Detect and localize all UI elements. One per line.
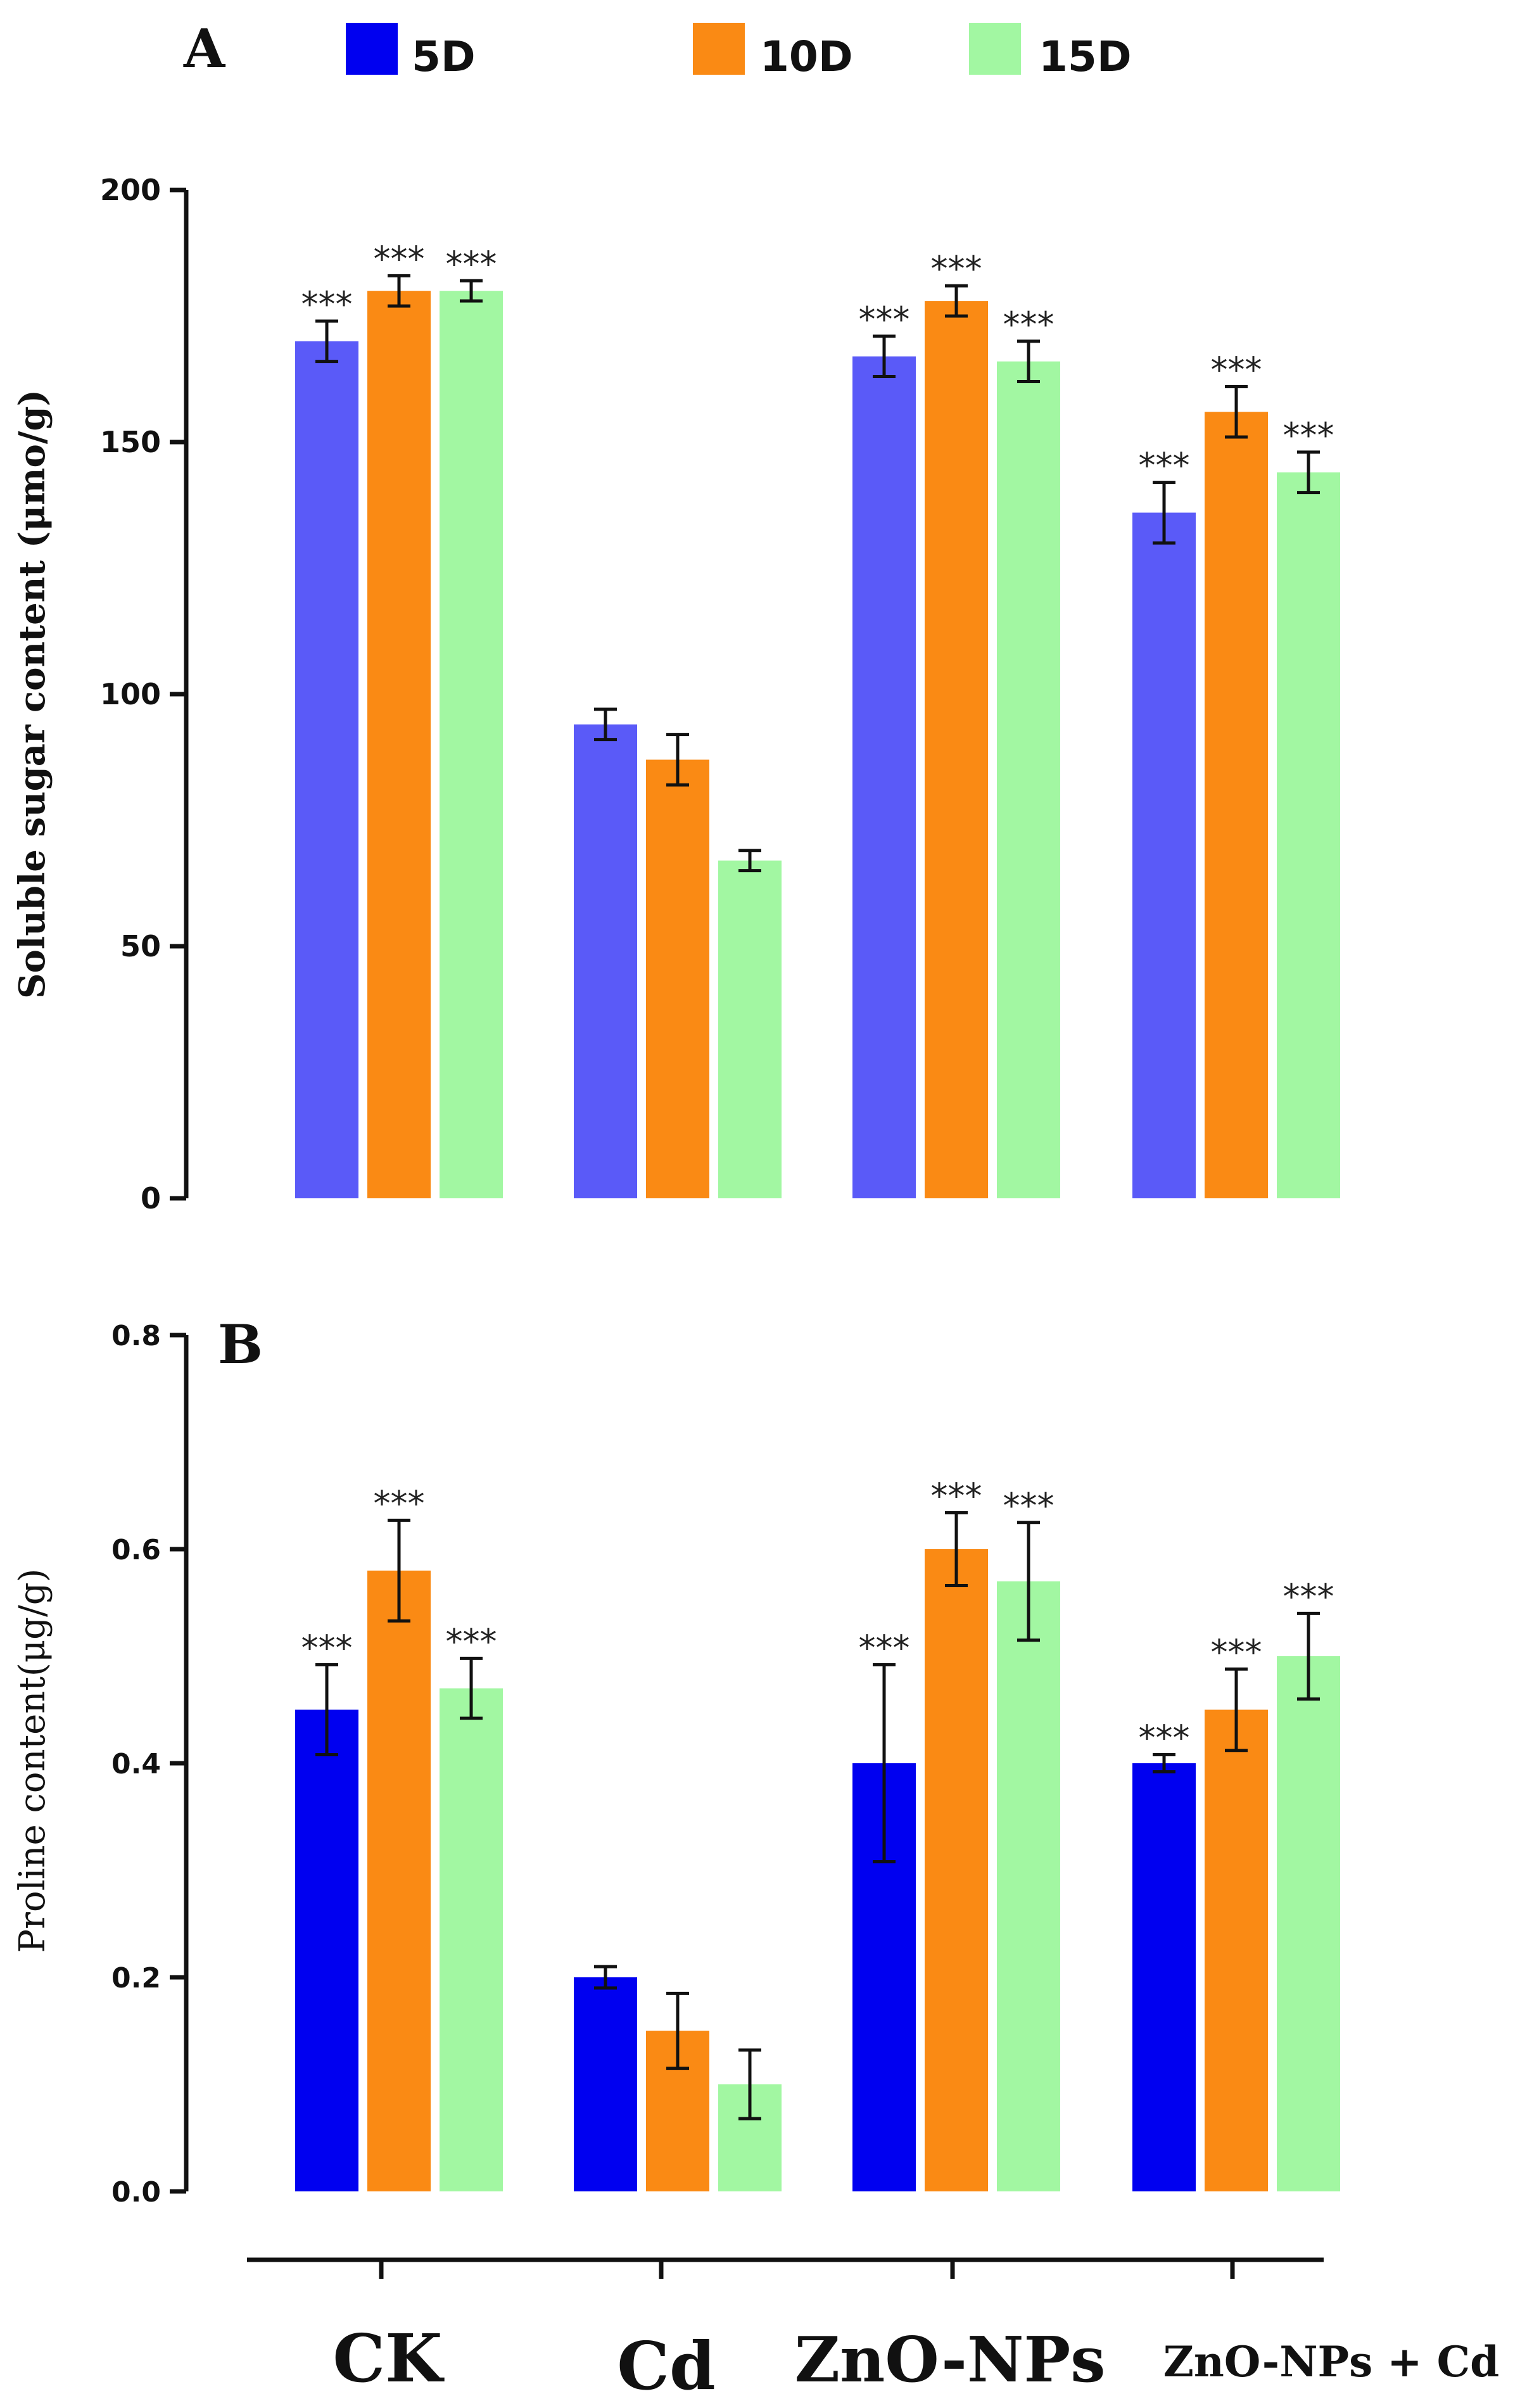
panel-a-bar-zno-nps-10d xyxy=(925,301,988,1198)
panel-b-bar-zno-nps-15d xyxy=(997,1581,1060,2191)
panel-a-y-tick-label-4: 200 xyxy=(100,173,161,207)
panel-b-y-tick-label-1: 0.2 xyxy=(111,1962,161,1994)
panel-b-sig-ck-10d: *** xyxy=(374,1483,425,1523)
legend-swatch-5d xyxy=(346,23,398,75)
panel-a-sig-zno-nps-10d: *** xyxy=(931,249,982,289)
panel-b-sig-zno-nps-15d: *** xyxy=(1003,1486,1054,1526)
panel-a-sig-zno-nps-cd-15d: *** xyxy=(1283,415,1334,455)
panel-a-y-label: Soluble sugar content (μmo/g) xyxy=(11,390,53,999)
panel-a-y-tick-label-1: 50 xyxy=(120,929,161,963)
panel-a-sig-zno-nps-cd-5d: *** xyxy=(1139,446,1190,486)
panel-b-bar-cd-5d xyxy=(574,1977,637,2191)
panel-b-bar-zno-nps-cd-5d xyxy=(1132,1763,1196,2191)
panel-label-a: A xyxy=(183,17,226,80)
panel-a-y-tick-label-3: 150 xyxy=(100,425,161,459)
panel-a-bar-ck-5d xyxy=(295,341,358,1198)
legend-swatch-15d xyxy=(969,23,1021,75)
panel-b-sig-ck-5d: *** xyxy=(301,1628,353,1668)
panel-a-bars: *** *** *** *** *** *** *** *** *** xyxy=(295,239,1340,1199)
panel-a-sig-ck-10d: *** xyxy=(374,239,425,279)
panel-b-bar-ck-15d xyxy=(440,1688,503,2191)
panel-a-sig-ck-5d: *** xyxy=(301,284,353,324)
panel-b-y-tick-label-4: 0.8 xyxy=(111,1320,161,1352)
panel-b-sig-ck-15d: *** xyxy=(446,1621,497,1661)
panel-b-y-tick-label-2: 0.4 xyxy=(111,1748,161,1780)
panel-a-y-tick-label-0: 0 xyxy=(141,1181,161,1215)
panel-b-sig-zno-nps-5d: *** xyxy=(859,1628,910,1668)
panel-a: 0 50 100 150 200 Soluble sugar content (μmo/… xyxy=(11,173,1340,1215)
x-axis: CK Cd ZnO-NPs ZnO-NPs + Cd xyxy=(247,2257,1500,2405)
legend: 5D 10D 15D xyxy=(346,23,1132,81)
x-category-cd: Cd xyxy=(617,2327,716,2405)
panel-a-sig-zno-nps-cd-10d: *** xyxy=(1211,350,1262,390)
panel-b: 0.0 0.2 0.4 0.6 0.8 Proline content(μg/g) **… xyxy=(12,1320,1340,2208)
panel-a-sig-ck-15d: *** xyxy=(446,244,497,284)
panel-b-sig-zno-nps-cd-5d: *** xyxy=(1139,1718,1190,1758)
panel-b-bar-ck-5d xyxy=(295,1709,358,2191)
panel-b-y-tick-label-3: 0.6 xyxy=(111,1534,161,1566)
panel-b-y-ticks: 0.0 0.2 0.4 0.6 0.8 xyxy=(111,1320,186,2208)
panel-a-bar-ck-15d xyxy=(440,291,503,1199)
legend-swatch-10d xyxy=(693,23,745,75)
panel-a-bar-cd-10d xyxy=(646,759,709,1198)
panel-a-bar-ck-10d xyxy=(367,291,431,1199)
panel-a-bar-zno-nps-5d xyxy=(852,356,916,1199)
panel-a-bar-zno-nps-cd-10d xyxy=(1205,412,1268,1198)
panel-a-sig-zno-nps-5d: *** xyxy=(859,300,910,339)
panel-a-bar-zno-nps-cd-5d xyxy=(1132,512,1196,1199)
panel-b-bar-zno-nps-cd-15d xyxy=(1277,1656,1340,2191)
legend-label-10d: 10D xyxy=(760,32,853,81)
panel-a-y-ticks: 0 50 100 150 200 xyxy=(100,173,186,1215)
panel-b-sig-zno-nps-cd-15d: *** xyxy=(1283,1576,1334,1616)
panel-a-sig-zno-nps-15d: *** xyxy=(1003,305,1054,345)
panel-b-bar-zno-nps-cd-10d xyxy=(1205,1709,1268,2191)
panel-b-sig-zno-nps-cd-10d: *** xyxy=(1211,1632,1262,1672)
panel-b-bar-ck-10d xyxy=(367,1570,431,2191)
panel-b-sig-zno-nps-10d: *** xyxy=(931,1476,982,1516)
panel-a-bar-cd-5d xyxy=(574,724,637,1198)
panel-b-bar-zno-nps-10d xyxy=(925,1549,988,2191)
panel-a-bar-zno-nps-cd-15d xyxy=(1277,472,1340,1198)
legend-label-15d: 15D xyxy=(1039,32,1132,81)
panel-a-bar-zno-nps-15d xyxy=(997,361,1060,1198)
x-category-zno-nps: ZnO-NPs xyxy=(795,2324,1106,2397)
panel-b-y-tick-label-0: 0.0 xyxy=(111,2176,161,2208)
panel-a-bar-cd-15d xyxy=(718,860,782,1198)
x-category-zno-nps-cd: ZnO-NPs + Cd xyxy=(1163,2337,1500,2386)
legend-label-5d: 5D xyxy=(412,32,476,81)
x-category-ck: CK xyxy=(332,2319,445,2397)
panel-label-b: B xyxy=(218,1313,263,1376)
panel-a-y-tick-label-2: 100 xyxy=(100,677,161,711)
panel-b-bars: *** *** *** *** *** *** *** *** *** xyxy=(295,1476,1340,2191)
panel-b-y-label: Proline content(μg/g) xyxy=(12,1568,53,1953)
